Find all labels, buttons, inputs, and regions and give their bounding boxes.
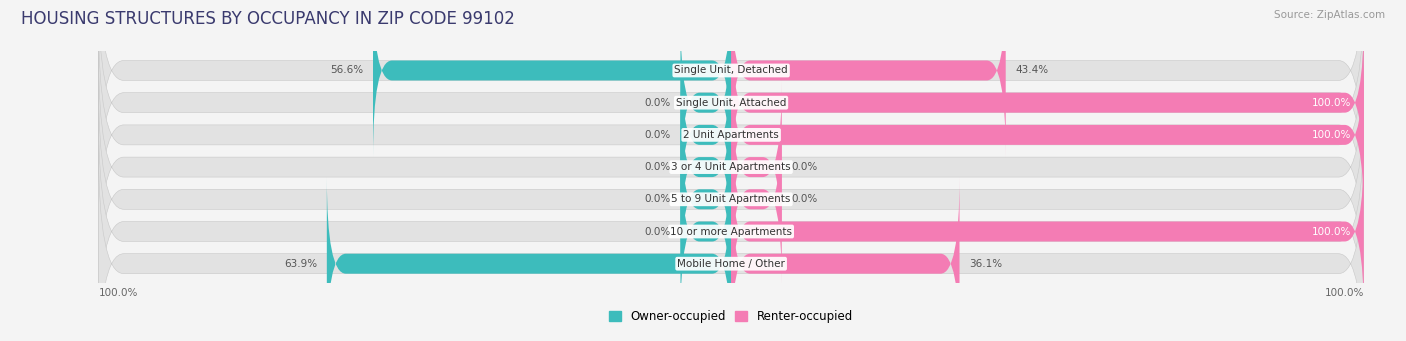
- Text: Single Unit, Attached: Single Unit, Attached: [676, 98, 786, 108]
- FancyBboxPatch shape: [731, 16, 1364, 189]
- Text: 100.0%: 100.0%: [1324, 288, 1364, 298]
- Text: Mobile Home / Other: Mobile Home / Other: [678, 259, 785, 269]
- Legend: Owner-occupied, Renter-occupied: Owner-occupied, Renter-occupied: [605, 306, 858, 328]
- Text: 2 Unit Apartments: 2 Unit Apartments: [683, 130, 779, 140]
- FancyBboxPatch shape: [731, 177, 959, 341]
- FancyBboxPatch shape: [98, 113, 1364, 341]
- FancyBboxPatch shape: [681, 16, 731, 189]
- Text: 0.0%: 0.0%: [645, 98, 671, 108]
- Text: 43.4%: 43.4%: [1015, 65, 1049, 75]
- FancyBboxPatch shape: [731, 80, 782, 254]
- Text: 100.0%: 100.0%: [1312, 226, 1351, 237]
- FancyBboxPatch shape: [373, 0, 731, 157]
- Text: 0.0%: 0.0%: [645, 194, 671, 204]
- Text: 63.9%: 63.9%: [284, 259, 318, 269]
- FancyBboxPatch shape: [681, 48, 731, 222]
- FancyBboxPatch shape: [731, 0, 1005, 157]
- FancyBboxPatch shape: [731, 48, 1364, 222]
- FancyBboxPatch shape: [731, 145, 1364, 318]
- FancyBboxPatch shape: [681, 145, 731, 318]
- Text: 0.0%: 0.0%: [645, 162, 671, 172]
- FancyBboxPatch shape: [98, 0, 1364, 189]
- Text: 0.0%: 0.0%: [792, 162, 817, 172]
- Text: 0.0%: 0.0%: [792, 194, 817, 204]
- Text: 0.0%: 0.0%: [645, 226, 671, 237]
- Text: 10 or more Apartments: 10 or more Apartments: [671, 226, 792, 237]
- FancyBboxPatch shape: [98, 48, 1364, 286]
- FancyBboxPatch shape: [98, 145, 1364, 341]
- Text: HOUSING STRUCTURES BY OCCUPANCY IN ZIP CODE 99102: HOUSING STRUCTURES BY OCCUPANCY IN ZIP C…: [21, 10, 515, 28]
- Text: Single Unit, Detached: Single Unit, Detached: [675, 65, 787, 75]
- Text: 0.0%: 0.0%: [645, 130, 671, 140]
- Text: 3 or 4 Unit Apartments: 3 or 4 Unit Apartments: [671, 162, 792, 172]
- FancyBboxPatch shape: [326, 177, 731, 341]
- Text: 56.6%: 56.6%: [330, 65, 364, 75]
- FancyBboxPatch shape: [98, 80, 1364, 318]
- Text: 100.0%: 100.0%: [1312, 130, 1351, 140]
- Text: 36.1%: 36.1%: [969, 259, 1002, 269]
- FancyBboxPatch shape: [98, 16, 1364, 254]
- Text: 100.0%: 100.0%: [98, 288, 138, 298]
- Text: Source: ZipAtlas.com: Source: ZipAtlas.com: [1274, 10, 1385, 20]
- FancyBboxPatch shape: [731, 113, 782, 286]
- FancyBboxPatch shape: [681, 113, 731, 286]
- FancyBboxPatch shape: [98, 0, 1364, 222]
- Text: 100.0%: 100.0%: [1312, 98, 1351, 108]
- FancyBboxPatch shape: [681, 80, 731, 254]
- Text: 5 to 9 Unit Apartments: 5 to 9 Unit Apartments: [672, 194, 790, 204]
